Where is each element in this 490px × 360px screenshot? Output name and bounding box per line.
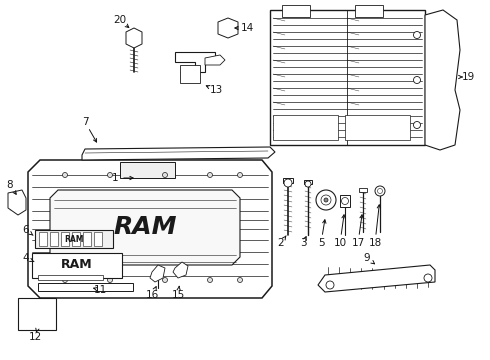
Circle shape: [305, 181, 311, 187]
Polygon shape: [218, 18, 238, 38]
Text: 3: 3: [300, 238, 306, 248]
Text: 14: 14: [241, 23, 254, 33]
Bar: [61, 232, 69, 246]
Circle shape: [107, 172, 113, 177]
Polygon shape: [318, 265, 435, 292]
Bar: [72, 232, 80, 246]
Polygon shape: [28, 160, 272, 298]
Bar: [94, 232, 102, 246]
Text: 1: 1: [112, 173, 118, 183]
Bar: [120, 162, 175, 178]
Circle shape: [238, 278, 243, 283]
Bar: [355, 5, 383, 17]
Text: 6: 6: [23, 225, 29, 235]
Circle shape: [375, 186, 385, 196]
Bar: [83, 232, 91, 246]
Bar: [304, 180, 312, 184]
Text: 20: 20: [114, 15, 126, 25]
Bar: [38, 275, 103, 280]
Polygon shape: [175, 52, 215, 72]
Text: 5: 5: [318, 238, 324, 248]
Circle shape: [63, 172, 68, 177]
Circle shape: [316, 190, 336, 210]
Circle shape: [63, 278, 68, 283]
Text: 15: 15: [172, 290, 185, 300]
Polygon shape: [126, 28, 142, 48]
Circle shape: [130, 34, 138, 42]
Circle shape: [207, 278, 213, 283]
Polygon shape: [205, 55, 225, 65]
Bar: [35, 230, 113, 248]
Bar: [180, 65, 200, 83]
Text: 8: 8: [7, 180, 13, 190]
Bar: [270, 10, 425, 145]
Circle shape: [284, 179, 292, 187]
Circle shape: [414, 122, 420, 129]
Circle shape: [207, 172, 213, 177]
Text: RAM: RAM: [64, 234, 84, 243]
Text: 7: 7: [82, 117, 88, 127]
Bar: [282, 5, 310, 17]
Text: 10: 10: [333, 238, 346, 248]
Text: 13: 13: [209, 85, 222, 95]
Circle shape: [324, 198, 328, 202]
Text: 17: 17: [351, 238, 365, 248]
Bar: [345, 115, 410, 140]
Text: RAM: RAM: [61, 258, 93, 271]
Bar: [50, 232, 58, 246]
Bar: [32, 253, 122, 278]
Text: 2: 2: [278, 238, 284, 248]
Bar: [18, 298, 56, 330]
Circle shape: [107, 278, 113, 283]
Circle shape: [414, 77, 420, 84]
Bar: [359, 188, 367, 192]
Polygon shape: [425, 10, 460, 150]
Bar: [283, 178, 293, 183]
Text: 11: 11: [94, 285, 107, 295]
Bar: [38, 283, 133, 291]
Text: 4: 4: [23, 253, 29, 263]
Polygon shape: [50, 190, 240, 265]
Polygon shape: [82, 147, 275, 160]
Circle shape: [163, 278, 168, 283]
Text: 12: 12: [28, 332, 42, 342]
Circle shape: [342, 198, 348, 204]
Polygon shape: [8, 190, 26, 215]
Text: 19: 19: [462, 72, 475, 82]
Text: 18: 18: [368, 238, 382, 248]
Circle shape: [414, 31, 420, 39]
Text: 9: 9: [364, 253, 370, 263]
Text: 16: 16: [146, 290, 159, 300]
Circle shape: [223, 23, 232, 32]
Circle shape: [238, 172, 243, 177]
Polygon shape: [173, 262, 188, 278]
Circle shape: [163, 172, 168, 177]
Bar: [39, 232, 47, 246]
Bar: [273, 115, 338, 140]
Bar: [340, 195, 350, 207]
Polygon shape: [150, 265, 165, 282]
Circle shape: [377, 189, 383, 194]
Circle shape: [424, 274, 432, 282]
Circle shape: [326, 281, 334, 289]
Text: RAM: RAM: [113, 215, 177, 239]
Circle shape: [321, 195, 331, 205]
